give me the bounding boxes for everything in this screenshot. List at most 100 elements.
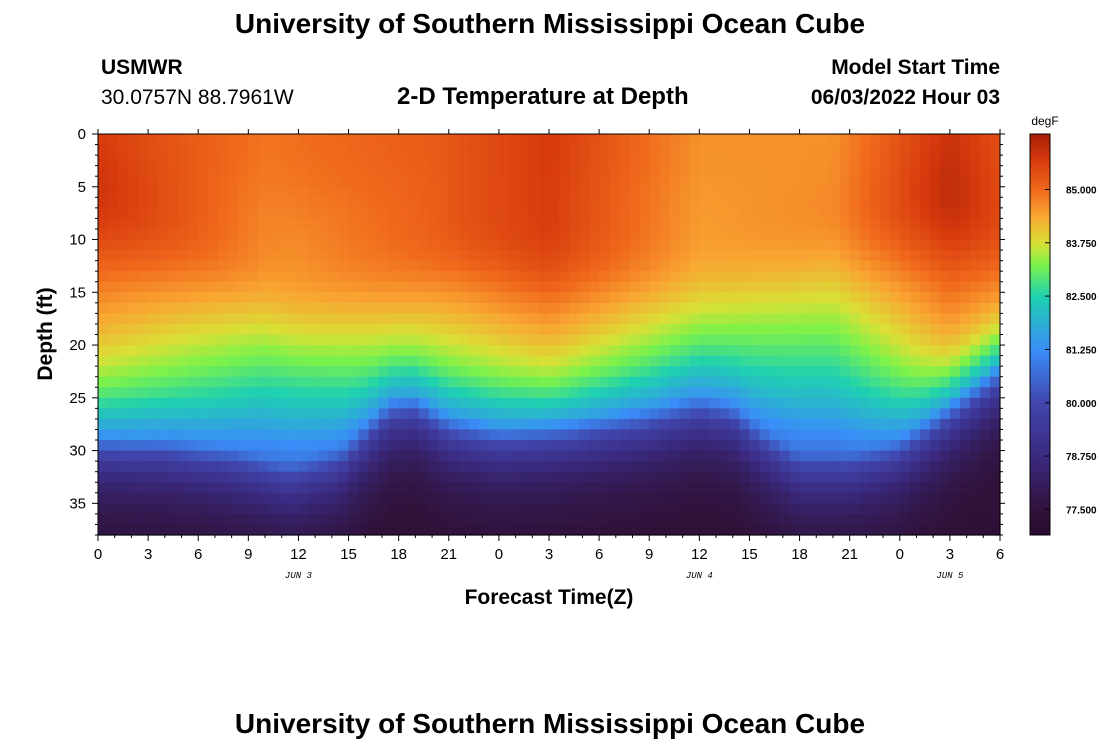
heatmap-cell — [208, 482, 219, 494]
heatmap-cell — [559, 207, 570, 220]
heatmap-cell — [138, 176, 149, 188]
heatmap-cell — [949, 250, 961, 262]
heatmap-cell — [719, 376, 730, 388]
heatmap-cell — [619, 313, 630, 325]
heatmap-cell — [98, 355, 109, 367]
heatmap-cell — [118, 482, 129, 494]
heatmap-cell — [118, 250, 129, 262]
heatmap-cell — [779, 228, 791, 241]
heatmap-cell — [809, 503, 821, 515]
heatmap-cell — [659, 513, 670, 526]
heatmap-cell — [178, 197, 189, 209]
heatmap-cell — [699, 461, 710, 473]
colorbar-segment — [1030, 186, 1050, 191]
heatmap-cell — [879, 323, 891, 336]
heatmap-cell — [208, 302, 219, 314]
heatmap-cell — [849, 397, 861, 409]
heatmap-cell — [929, 197, 941, 209]
heatmap-cell — [408, 260, 420, 272]
heatmap-cell — [418, 461, 430, 473]
heatmap-cell — [919, 513, 931, 526]
heatmap-cell — [739, 134, 751, 146]
heatmap-cell — [709, 313, 720, 325]
heatmap-cell — [549, 397, 560, 409]
heatmap-cell — [659, 313, 670, 325]
heatmap-cell — [979, 524, 991, 536]
heatmap-cell — [308, 292, 320, 304]
heatmap-cell — [258, 271, 269, 283]
heatmap-cell — [799, 503, 811, 515]
heatmap-cell — [779, 471, 791, 483]
heatmap-cell — [889, 450, 901, 462]
heatmap-cell — [198, 366, 209, 378]
heatmap-cell — [298, 513, 310, 526]
colorbar-segment — [1030, 498, 1050, 504]
heatmap-cell — [388, 207, 400, 220]
heatmap-cell — [939, 239, 951, 251]
heatmap-cell — [538, 176, 550, 188]
heatmap-cell — [248, 461, 259, 473]
y-tick-label: 30 — [69, 443, 86, 460]
heatmap-cell — [258, 376, 269, 388]
heatmap-cell — [268, 334, 279, 346]
heatmap-cell — [248, 292, 259, 304]
heatmap-cell — [909, 482, 921, 494]
heatmap-cell — [318, 461, 330, 473]
heatmap-cell — [739, 250, 751, 262]
heatmap-cell — [418, 313, 430, 325]
heatmap-cell — [538, 144, 550, 156]
heatmap-cell — [498, 440, 510, 452]
heatmap-cell — [649, 218, 660, 230]
colorbar-segment — [1030, 322, 1050, 327]
heatmap-cell — [709, 503, 720, 515]
heatmap-cell — [308, 165, 320, 177]
heatmap-cell — [278, 271, 290, 283]
heatmap-cell — [919, 313, 931, 325]
heatmap-cell — [328, 134, 340, 146]
heatmap-cell — [659, 250, 670, 262]
heatmap-cell — [178, 461, 189, 473]
heatmap-cell — [659, 440, 670, 452]
heatmap-cell — [899, 450, 911, 462]
heatmap-cell — [629, 366, 640, 378]
heatmap-cell — [589, 134, 600, 146]
heatmap-cell — [969, 250, 981, 262]
heatmap-cell — [789, 376, 801, 388]
heatmap-cell — [829, 250, 841, 262]
heatmap-cell — [829, 197, 841, 209]
heatmap-cell — [298, 144, 310, 156]
heatmap-cell — [609, 524, 620, 536]
heatmap-cell — [859, 292, 871, 304]
heatmap-cell — [408, 355, 420, 367]
heatmap-cell — [458, 165, 470, 177]
heatmap-cell — [569, 228, 580, 241]
heatmap-cell — [488, 228, 500, 241]
heatmap-cell — [599, 134, 610, 146]
heatmap-cell — [118, 376, 129, 388]
heatmap-cell — [939, 186, 951, 198]
heatmap-cell — [118, 271, 129, 283]
heatmap-cell — [879, 134, 891, 146]
heatmap-cell — [769, 207, 781, 220]
heatmap-cell — [418, 186, 430, 198]
heatmap-cell — [208, 144, 219, 156]
heatmap-cell — [458, 524, 470, 536]
heatmap-cell — [528, 482, 540, 494]
heatmap-cell — [859, 418, 871, 431]
heatmap-cell — [829, 482, 841, 494]
heatmap-cell — [528, 323, 540, 336]
heatmap-cell — [528, 397, 540, 409]
heatmap-cell — [518, 281, 530, 293]
heatmap-cell — [278, 492, 290, 504]
heatmap-cell — [478, 345, 490, 357]
heatmap-cell — [228, 323, 239, 336]
heatmap-cell — [789, 323, 801, 336]
heatmap-cell — [248, 186, 259, 198]
heatmap-cell — [919, 334, 931, 346]
heatmap-cell — [569, 355, 580, 367]
heatmap-cell — [649, 471, 660, 483]
heatmap-cell — [589, 524, 600, 536]
heatmap-cell — [528, 134, 540, 146]
heatmap-cell — [569, 376, 580, 388]
heatmap-cell — [378, 323, 390, 336]
